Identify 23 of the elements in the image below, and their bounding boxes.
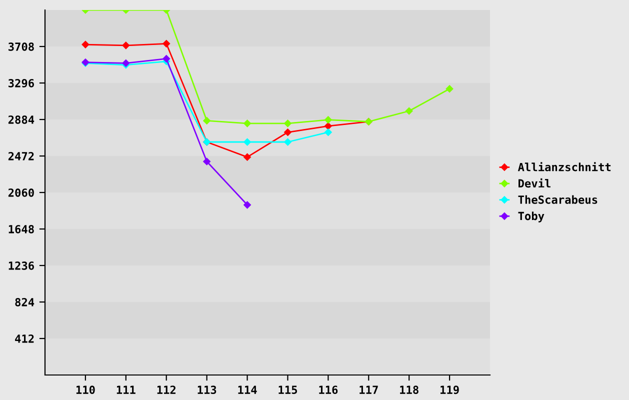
x-tick-label: 110 — [76, 386, 95, 394]
y-tick-label: 824 — [15, 298, 34, 306]
x-tick-label: 119 — [440, 386, 459, 394]
x-tick-label: 111 — [116, 386, 136, 394]
y-tick-label: 1236 — [8, 261, 34, 270]
y-tick-label: 3708 — [8, 42, 34, 51]
legend-label: TheScarabeus — [518, 195, 598, 204]
legend-label: Allianzschnitt — [518, 162, 611, 172]
y-tick-label: 2472 — [8, 152, 34, 160]
x-tick-label: 118 — [400, 386, 418, 394]
y-tick-label: 2060 — [8, 188, 34, 197]
x-tick-label: 116 — [319, 386, 338, 394]
y-tick-label: 412 — [15, 334, 34, 343]
x-tick-label: 117 — [360, 386, 378, 394]
y-tick-label: 3296 — [8, 78, 34, 88]
y-tick-label: 2884 — [8, 115, 34, 124]
legend-label: Devil — [518, 178, 550, 188]
x-tick-label: 114 — [238, 386, 257, 394]
x-tick-label: 112 — [157, 386, 176, 394]
y-tick-label: 1648 — [8, 224, 34, 234]
x-tick-label: 115 — [278, 386, 298, 394]
legend-label: Toby — [518, 212, 544, 222]
x-tick-label: 113 — [198, 386, 216, 394]
